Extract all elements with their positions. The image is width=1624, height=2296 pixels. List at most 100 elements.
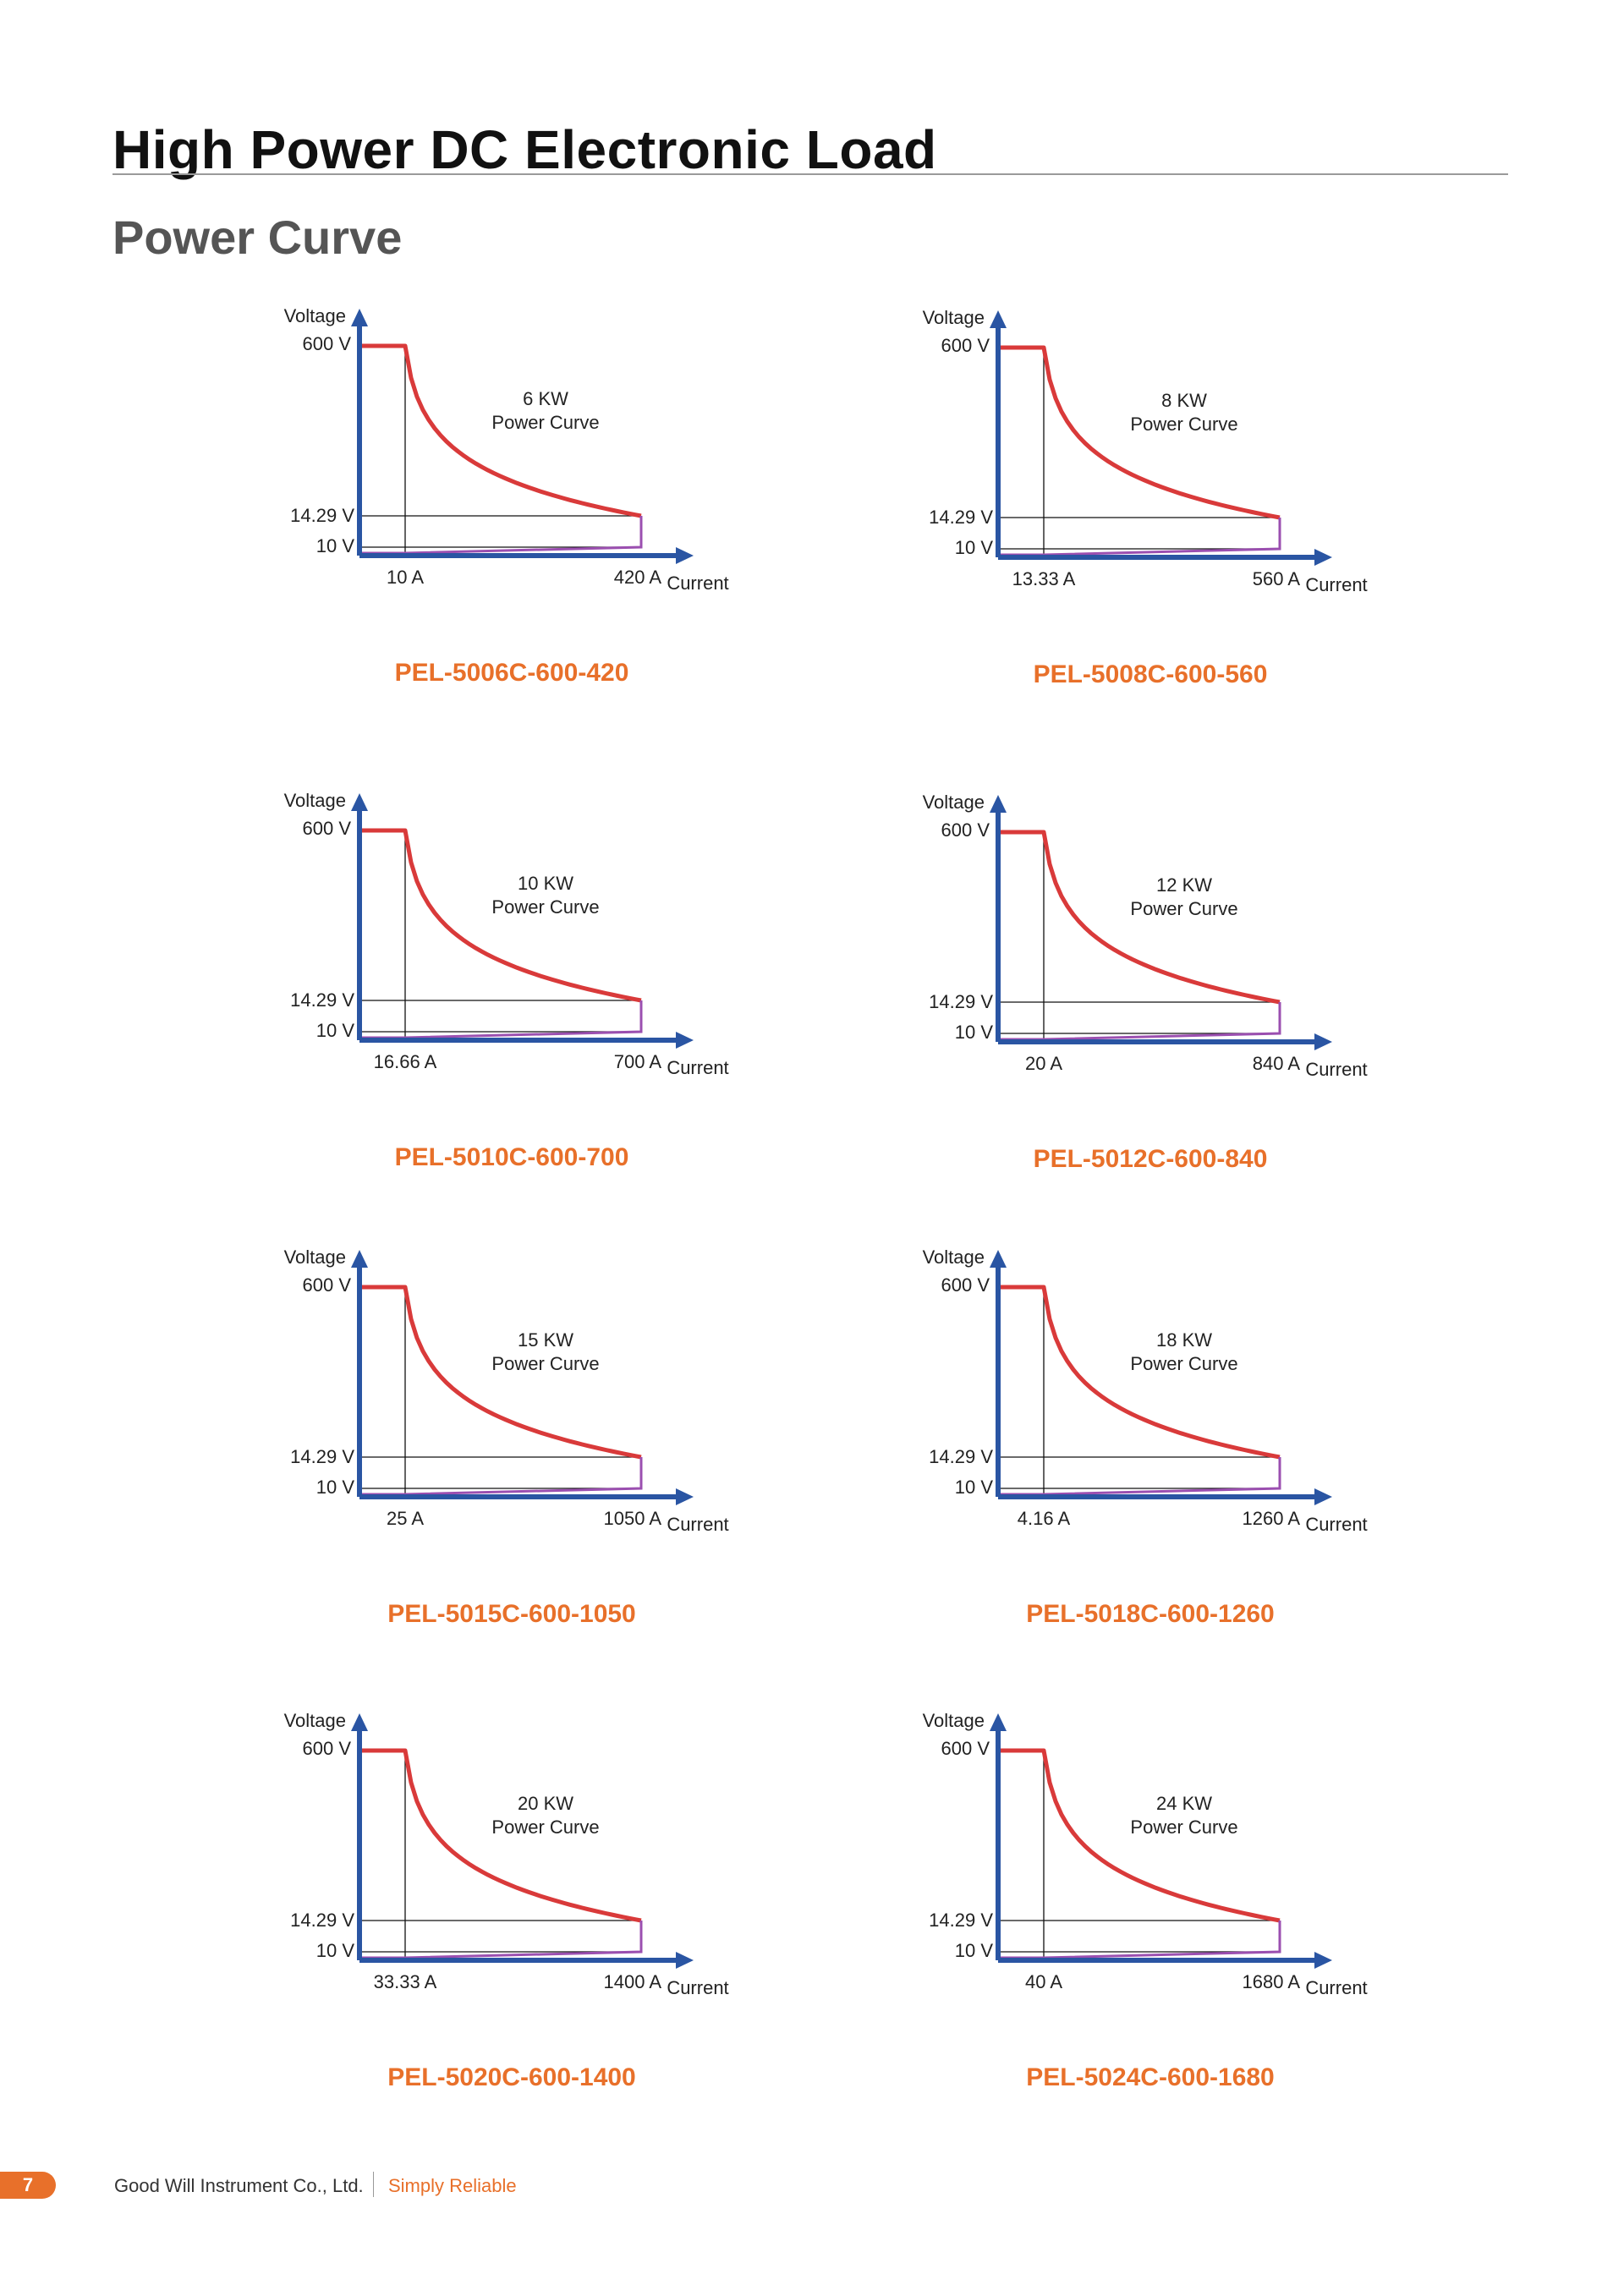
model-name: PEL-5006C-600-420 — [395, 659, 629, 687]
chart-6: Voltage 600 V 14.29 V 10 V 4.16 A 1260 A Curre… — [923, 1247, 1368, 1628]
power-sublabel: Power Curve — [1130, 414, 1237, 435]
i-max-label: 1400 A — [603, 1971, 661, 1992]
power-sublabel: Power Curve — [491, 412, 599, 433]
v-knee-label: 14.29 V — [290, 505, 354, 526]
title-rule — [112, 173, 1508, 175]
x-axis-arrow — [1314, 1033, 1332, 1050]
y-axis-label: Voltage — [284, 1710, 346, 1731]
power-label: 6 KW — [523, 388, 568, 409]
y-axis-arrow — [351, 1250, 368, 1268]
chart-8: Voltage 600 V 14.29 V 10 V 40 A 1680 A Current… — [923, 1710, 1368, 2091]
y-axis-arrow — [990, 1250, 1007, 1268]
x-axis-label: Current — [667, 1514, 728, 1535]
power-label: 8 KW — [1161, 390, 1207, 411]
v-knee-label: 14.29 V — [929, 1910, 993, 1931]
power-sublabel: Power Curve — [491, 1353, 599, 1374]
y-axis-arrow — [351, 1713, 368, 1731]
power-curve-line — [998, 830, 1281, 1005]
x-axis-arrow — [676, 1952, 694, 1969]
x-axis-arrow — [676, 1032, 694, 1049]
power-label: 12 KW — [1156, 874, 1212, 896]
i-max-label: 1680 A — [1242, 1971, 1300, 1992]
chart-3: Voltage 600 V 14.29 V 10 V 16.66 A 700 A Curre… — [284, 790, 729, 1171]
i-min-label: 20 A — [1025, 1053, 1062, 1074]
i-min-label: 4.16 A — [1018, 1508, 1071, 1529]
model-name: PEL-5024C-600-1680 — [1026, 2063, 1275, 2091]
v-max-label: 600 V — [941, 335, 990, 356]
x-axis-label: Current — [1305, 574, 1367, 595]
i-max-label: 700 A — [614, 1051, 662, 1072]
power-curve-line — [998, 345, 1281, 520]
i-max-label: 1260 A — [1242, 1508, 1300, 1529]
x-axis-arrow — [676, 1488, 694, 1505]
page-number-badge: 7 — [0, 2172, 56, 2199]
i-min-label: 16.66 A — [374, 1051, 437, 1072]
power-curve-line — [998, 1285, 1281, 1460]
v-max-label: 600 V — [941, 1274, 990, 1296]
v-min-label: 10 V — [316, 1477, 355, 1498]
chart-1: Voltage 600 V 14.29 V 10 V 10 A 420 A Current 6… — [284, 305, 729, 687]
x-axis-label: Current — [1305, 1514, 1367, 1535]
i-max-label: 420 A — [614, 567, 662, 588]
power-sublabel: Power Curve — [491, 896, 599, 918]
power-curve-line — [998, 1748, 1281, 1923]
y-axis-arrow — [990, 795, 1007, 813]
page-title: High Power DC Electronic Load — [112, 119, 937, 180]
i-max-label: 1050 A — [603, 1508, 661, 1529]
y-axis-label: Voltage — [923, 307, 985, 328]
y-axis-arrow — [351, 793, 368, 811]
model-name: PEL-5015C-600-1050 — [387, 1600, 636, 1628]
model-name: PEL-5018C-600-1260 — [1026, 1600, 1275, 1628]
footer-divider — [373, 2172, 374, 2197]
y-axis-arrow — [351, 309, 368, 326]
v-min-label: 10 V — [316, 535, 355, 556]
power-label: 18 KW — [1156, 1329, 1212, 1351]
x-axis-label: Current — [667, 1057, 728, 1078]
i-min-label: 13.33 A — [1012, 568, 1076, 589]
i-min-label: 33.33 A — [374, 1971, 437, 1992]
v-min-label: 10 V — [316, 1020, 355, 1041]
x-axis-arrow — [1314, 1952, 1332, 1969]
y-axis-arrow — [990, 1713, 1007, 1731]
x-axis-label: Current — [667, 573, 728, 594]
x-axis-arrow — [676, 547, 694, 564]
v-knee-label: 14.29 V — [929, 1446, 993, 1467]
v-max-label: 600 V — [303, 1738, 352, 1759]
power-curve-line — [359, 828, 642, 1003]
v-max-label: 600 V — [303, 818, 352, 839]
x-axis-label: Current — [1305, 1977, 1367, 1998]
power-curve-line — [359, 343, 642, 518]
x-axis-label: Current — [667, 1977, 728, 1998]
footer-slogan: Simply Reliable — [388, 2175, 517, 2196]
power-sublabel: Power Curve — [491, 1817, 599, 1838]
v-max-label: 600 V — [941, 819, 990, 841]
model-name: PEL-5008C-600-560 — [1034, 660, 1268, 688]
v-max-label: 600 V — [941, 1738, 990, 1759]
chart-2: Voltage 600 V 14.29 V 10 V 13.33 A 560 A Curre… — [923, 307, 1368, 688]
chart-7: Voltage 600 V 14.29 V 10 V 33.33 A 1400 A Curr… — [284, 1710, 729, 2091]
y-axis-label: Voltage — [923, 1247, 985, 1268]
v-knee-label: 14.29 V — [929, 507, 993, 528]
v-knee-label: 14.29 V — [929, 991, 993, 1012]
footer-company: Good Will Instrument Co., Ltd. — [114, 2175, 364, 2196]
y-axis-label: Voltage — [284, 1247, 346, 1268]
power-label: 20 KW — [518, 1793, 573, 1814]
power-label: 10 KW — [518, 873, 573, 894]
power-curve-line — [359, 1285, 642, 1460]
y-axis-label: Voltage — [923, 1710, 985, 1731]
section-subtitle: Power Curve — [112, 211, 403, 264]
power-sublabel: Power Curve — [1130, 1353, 1237, 1374]
v-min-label: 10 V — [955, 1477, 994, 1498]
model-name: PEL-5020C-600-1400 — [387, 2063, 636, 2091]
model-name: PEL-5010C-600-700 — [395, 1143, 629, 1171]
x-axis-arrow — [1314, 549, 1332, 566]
power-curve-line — [359, 1748, 642, 1923]
v-knee-label: 14.29 V — [290, 989, 354, 1011]
v-knee-label: 14.29 V — [290, 1446, 354, 1467]
y-axis-arrow — [990, 310, 1007, 328]
power-sublabel: Power Curve — [1130, 898, 1237, 919]
x-axis-arrow — [1314, 1488, 1332, 1505]
i-max-label: 560 A — [1253, 568, 1301, 589]
y-axis-label: Voltage — [284, 305, 346, 326]
